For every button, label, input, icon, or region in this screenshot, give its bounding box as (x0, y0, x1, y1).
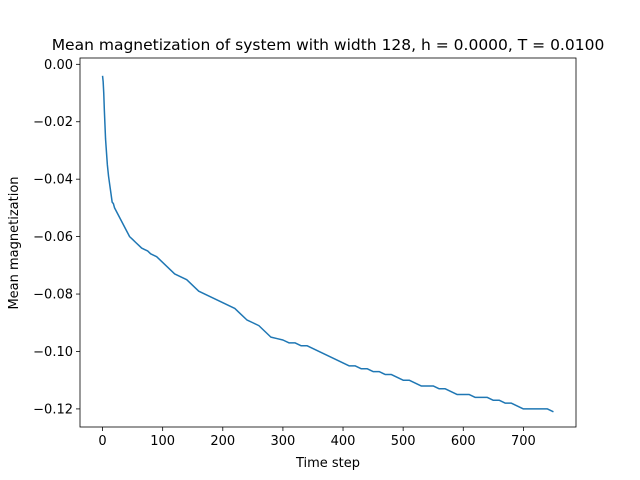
x-tick-label-4: 400 (331, 434, 356, 449)
x-tick-label-7: 700 (511, 434, 536, 449)
x-tick-label-0: 0 (98, 434, 106, 449)
y-tick-label-0: 0.00 (44, 58, 73, 73)
y-tick-label-2: −0.04 (33, 173, 73, 188)
series-line-0 (101, 75, 554, 413)
chart-title: Mean magnetization of system with width … (52, 36, 605, 54)
x-tick-label-1: 100 (150, 434, 175, 449)
y-tick-label-1: −0.02 (33, 115, 73, 130)
x-tick-label-2: 200 (210, 434, 235, 449)
x-tick-label-6: 600 (451, 434, 476, 449)
y-axis-label: Mean magnetization (7, 176, 22, 309)
y-tick-label-3: −0.06 (33, 230, 73, 245)
plot-frame (79, 57, 577, 428)
x-tick-label-5: 500 (391, 434, 416, 449)
x-tick-label-3: 300 (270, 434, 295, 449)
y-tick-label-5: −0.10 (33, 345, 73, 360)
x-axis-label: Time step (295, 456, 360, 471)
y-tick-label-4: −0.08 (33, 288, 73, 303)
plot-area: 0 100 200 300 400 500 600 700 0.00 −0.02 −0.04 −0.0… (33, 57, 577, 449)
y-tick-label-6: −0.12 (33, 402, 73, 417)
